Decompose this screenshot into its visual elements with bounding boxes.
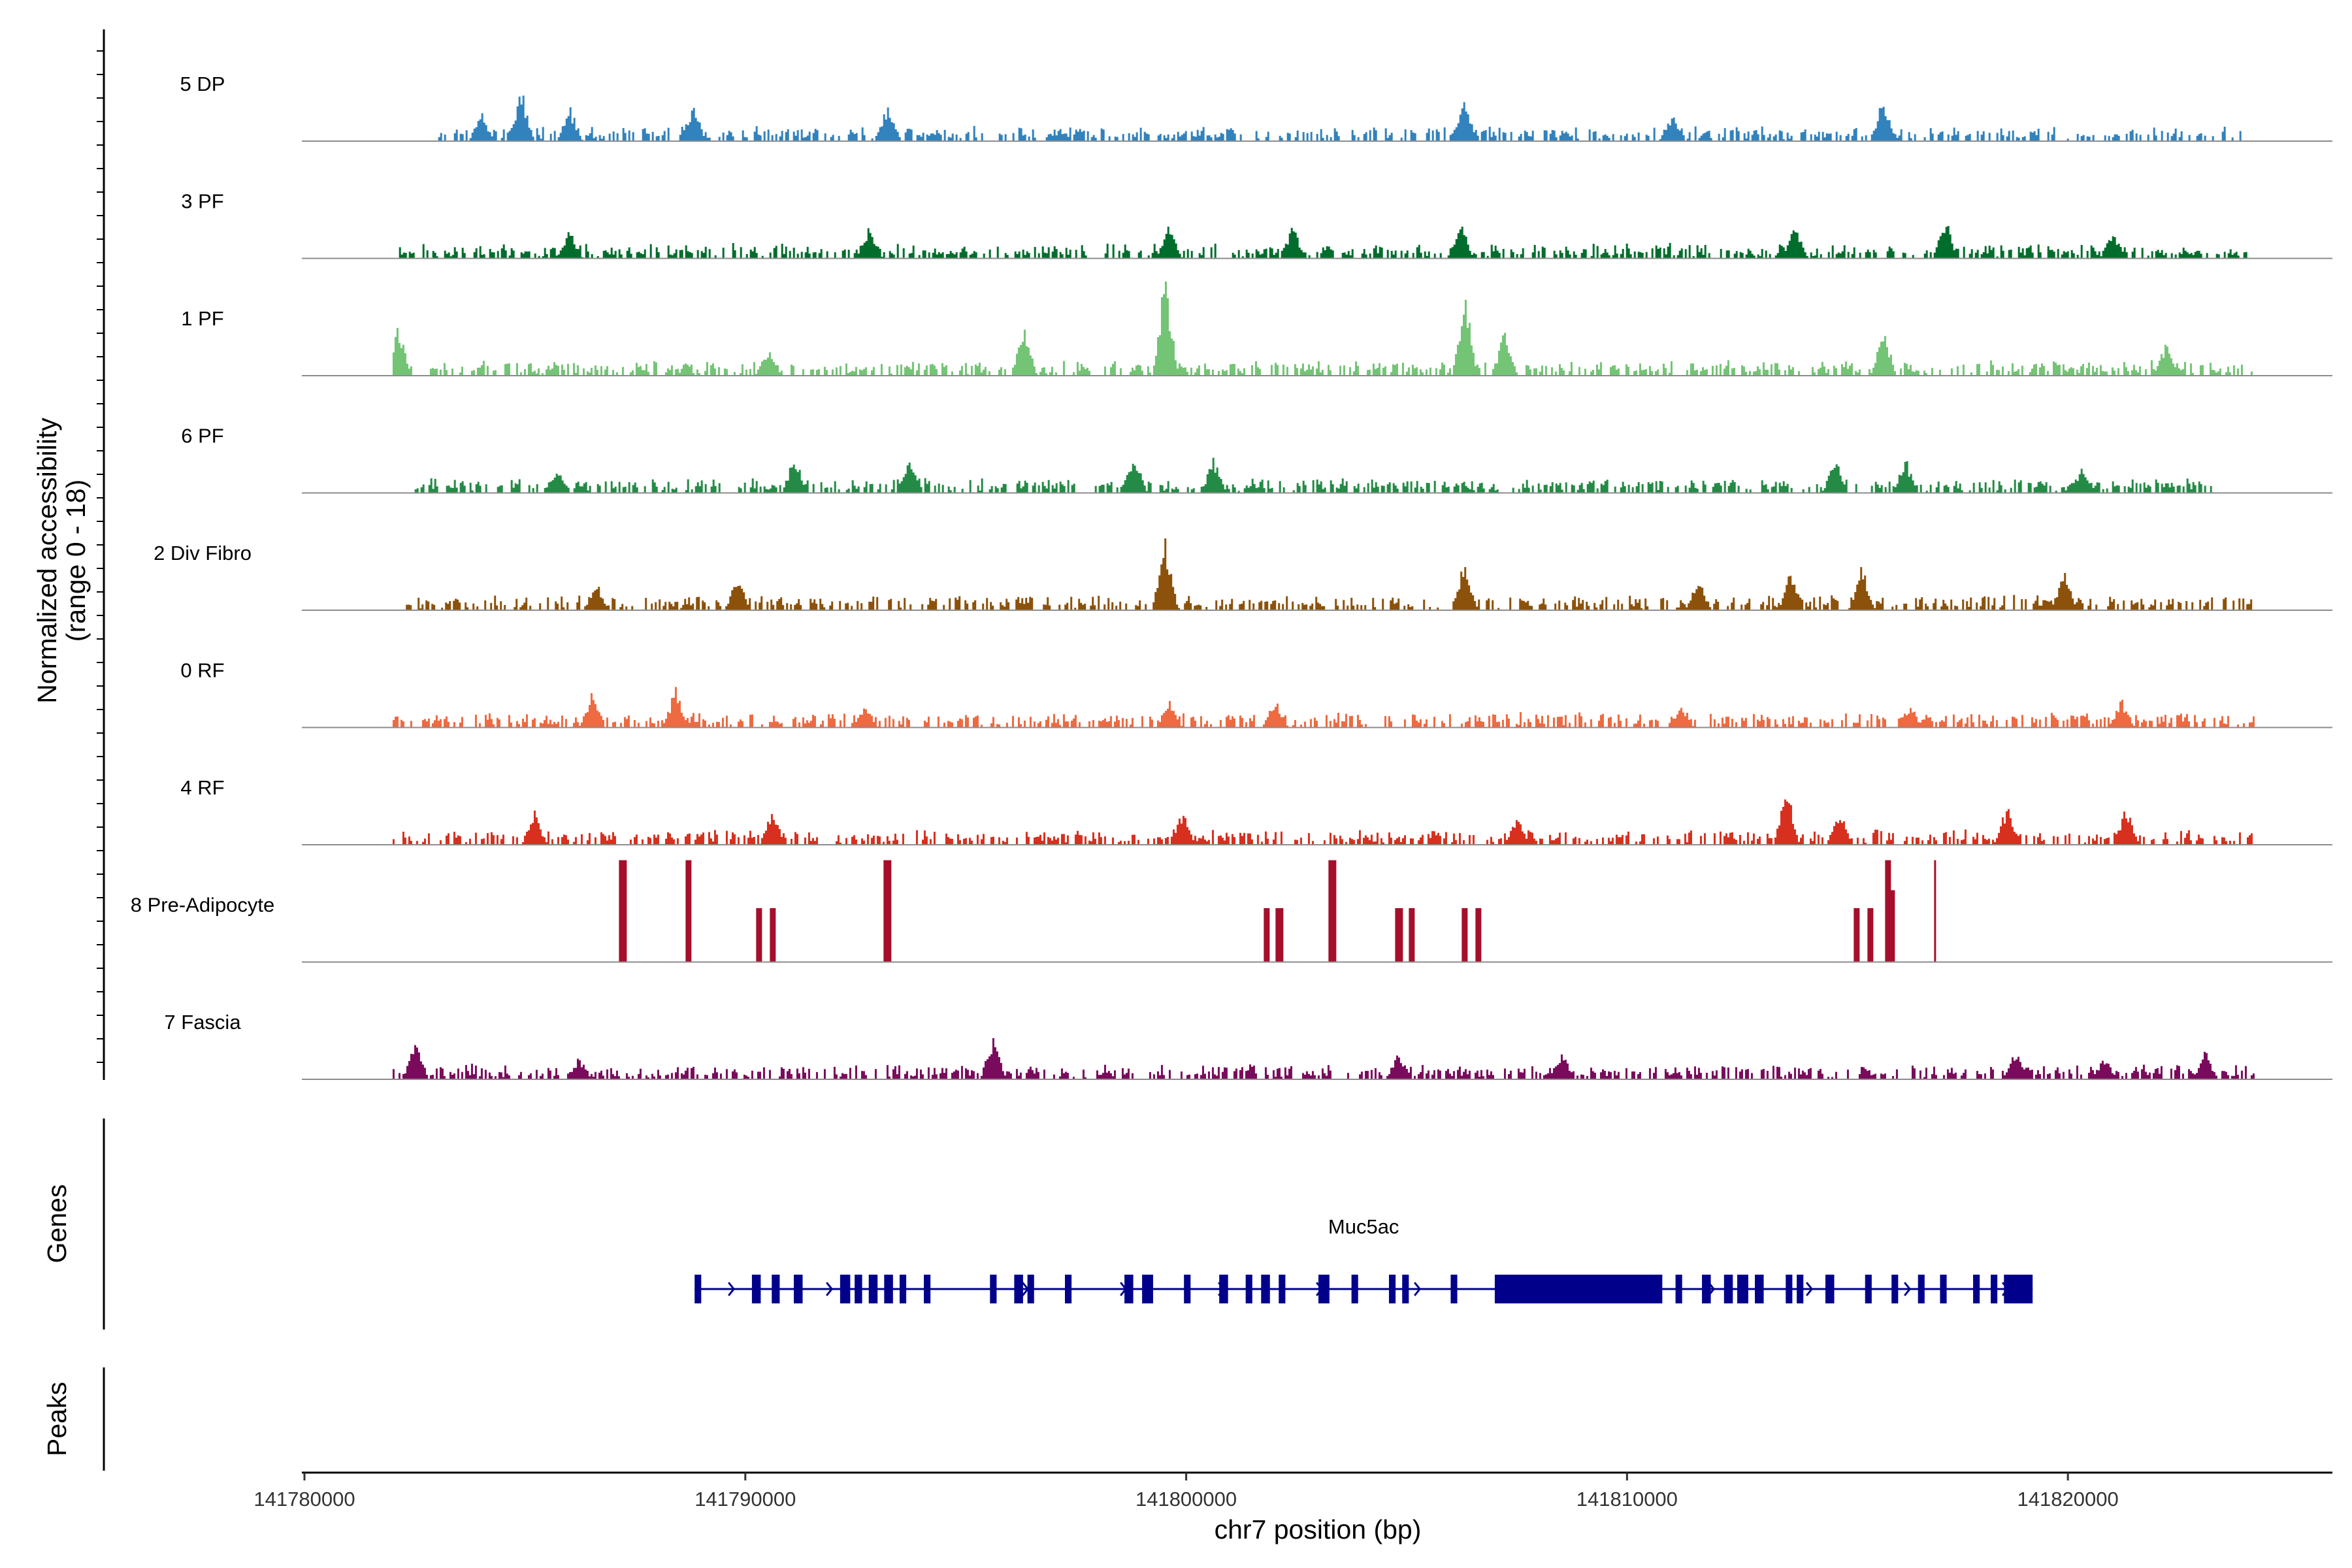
track-5-dp: 5 DP <box>180 73 2332 142</box>
track-2-div-fibro: 2 Div Fibro <box>154 538 2332 611</box>
strand-arrow-icon <box>728 1282 736 1296</box>
coverage-area <box>414 457 2214 493</box>
track-label: 1 PF <box>181 307 223 330</box>
gene-label: Muc5ac <box>1328 1215 1399 1238</box>
gene-exon <box>1918 1275 1925 1303</box>
track-label: 6 PF <box>181 425 223 448</box>
gene-exon <box>1402 1275 1409 1303</box>
gene-exon <box>990 1275 997 1303</box>
gene-exon <box>1245 1275 1252 1303</box>
x-tick-label: 141820000 <box>2017 1488 2119 1511</box>
coverage-y-axis-ticks <box>97 50 104 1063</box>
gene-exon <box>1702 1275 1711 1303</box>
gene-exon <box>1219 1275 1228 1303</box>
gene-exon <box>694 1275 702 1303</box>
gene-exon <box>1450 1275 1458 1303</box>
gene-exon <box>1124 1275 1134 1303</box>
gene-exon <box>924 1275 931 1303</box>
coverage-area <box>432 95 2242 141</box>
gene-exon <box>1755 1275 1764 1303</box>
peaks-panel-label: Peaks <box>42 1382 72 1456</box>
track-6-pf: 6 PF <box>181 425 2332 494</box>
gene-exon <box>1825 1275 1835 1303</box>
track-label: 3 PF <box>181 190 223 213</box>
strand-arrow-icon <box>1806 1282 1814 1296</box>
gene-exon <box>1891 1275 1899 1303</box>
strand-arrow-icon <box>1414 1282 1422 1296</box>
genes-panel-label: Genes <box>42 1184 72 1264</box>
gene-exon <box>1014 1275 1023 1303</box>
gene-exon <box>1675 1275 1682 1303</box>
x-tick-label: 141800000 <box>1135 1488 1237 1511</box>
gene-exon <box>1723 1275 1733 1303</box>
x-axis-ticks: 141780000 141790000 141800000 141810000 1418… <box>253 1473 2119 1511</box>
gene-exon <box>1388 1275 1396 1303</box>
gene-exon <box>2004 1275 2033 1303</box>
coverage-area <box>392 799 2255 845</box>
track-label: 4 RF <box>180 776 224 799</box>
gene-exon <box>772 1275 780 1303</box>
gene-exon <box>1865 1275 1872 1303</box>
gene-exon <box>840 1275 851 1303</box>
gene-exon <box>1737 1275 1748 1303</box>
gene-exon <box>794 1275 803 1303</box>
gene-exon <box>1261 1275 1270 1303</box>
track-3-pf: 3 PF <box>181 190 2332 259</box>
x-axis-title: chr7 position (bp) <box>1215 1514 1422 1544</box>
gene-exon <box>1142 1275 1153 1303</box>
gene-exon <box>1494 1275 1663 1303</box>
x-tick-label: 141790000 <box>694 1488 796 1511</box>
track-4-rf: 4 RF <box>180 776 2332 845</box>
gene-exon <box>1318 1275 1330 1303</box>
gene-exon <box>1065 1275 1072 1303</box>
coverage-area <box>406 538 2255 610</box>
gene-exon <box>868 1275 878 1303</box>
track-label: 8 Pre-Adipocyte <box>131 894 275 917</box>
coverage-area <box>392 281 2255 376</box>
track-label: 5 DP <box>180 73 225 95</box>
gene-exon <box>751 1275 761 1303</box>
coverage-tracks: 5 DP 3 PF 1 PF 6 PF 2 Div Fibro 0 RF 4 RF 8 Pre… <box>131 73 2332 1080</box>
gene-exon <box>1279 1275 1286 1303</box>
track-label: 7 Fascia <box>164 1011 241 1034</box>
gene-exon <box>1351 1275 1358 1303</box>
coverage-area <box>392 687 2255 728</box>
gene-exon <box>855 1275 862 1303</box>
x-tick-label: 141810000 <box>1576 1488 1678 1511</box>
track-7-fascia: 7 Fascia <box>164 1011 2332 1080</box>
coverage-area <box>392 1037 2255 1079</box>
gene-exon <box>899 1275 907 1303</box>
strand-arrow-icon <box>826 1282 834 1296</box>
gene-exon <box>1797 1275 1804 1303</box>
track-label: 0 RF <box>180 659 224 682</box>
track-8-pre-adipocyte: 8 Pre-Adipocyte <box>131 860 2332 963</box>
gene-exon <box>1786 1275 1793 1303</box>
gene-exon <box>1184 1275 1191 1303</box>
track-label: 2 Div Fibro <box>154 542 252 564</box>
coverage-area <box>397 225 2253 259</box>
track-1-pf: 1 PF <box>181 281 2332 376</box>
strand-arrow-icon <box>1904 1282 1912 1296</box>
y-axis-title-line1: Normalized accessibility <box>32 417 62 704</box>
track-0-rf: 0 RF <box>180 659 2332 728</box>
gene-exon <box>1027 1275 1034 1303</box>
gene-track: Muc5ac <box>694 1215 2033 1303</box>
y-axis-title-line2: (range 0 - 18) <box>61 480 91 642</box>
gene-exon <box>884 1275 893 1303</box>
gene-exon <box>1940 1275 1947 1303</box>
gene-exon <box>1973 1275 1980 1303</box>
gene-exon <box>1991 1275 1998 1303</box>
x-tick-label: 141780000 <box>253 1488 355 1511</box>
